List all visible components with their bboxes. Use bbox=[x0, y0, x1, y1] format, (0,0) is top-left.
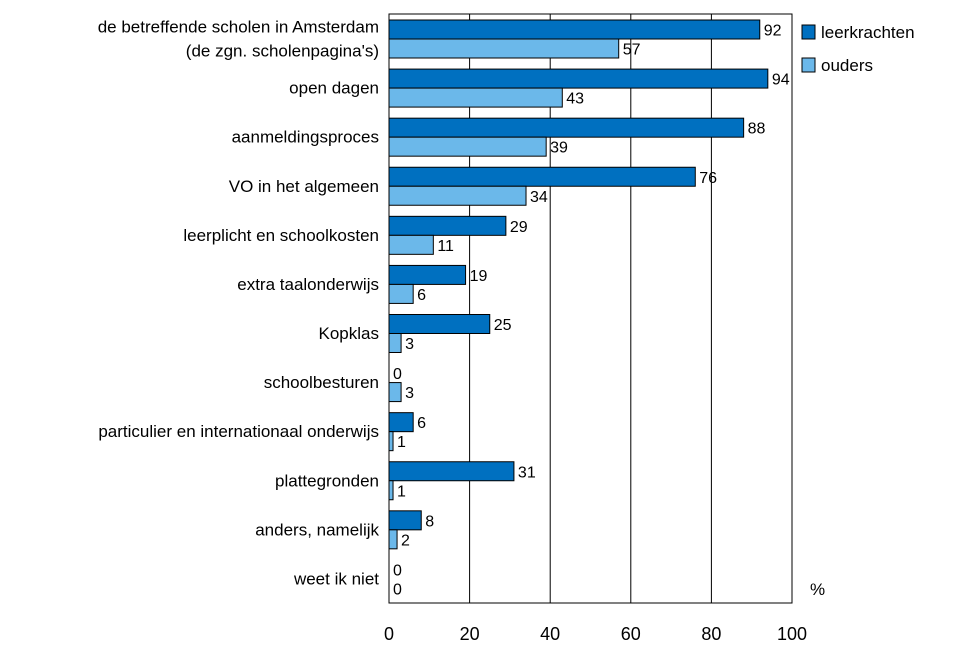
bar-ouders bbox=[388, 382, 402, 403]
value-label: 43 bbox=[566, 91, 584, 108]
value-label: 57 bbox=[623, 42, 641, 59]
bar-ouders bbox=[388, 529, 398, 550]
plot-frame bbox=[388, 13, 793, 604]
value-label: 1 bbox=[397, 434, 406, 451]
value-label: 31 bbox=[518, 464, 536, 481]
category-label: Kopklas bbox=[319, 324, 379, 343]
value-label: 0 bbox=[393, 581, 402, 598]
value-label: 88 bbox=[748, 121, 766, 138]
value-label: 2 bbox=[401, 532, 410, 549]
bar-leerkrachten bbox=[388, 412, 414, 433]
bar-leerkrachten bbox=[388, 510, 422, 531]
bar-leerkrachten bbox=[388, 264, 467, 285]
x-tick-label: 80 bbox=[701, 624, 721, 644]
x-tick-label: 40 bbox=[540, 624, 560, 644]
value-label: 6 bbox=[417, 287, 426, 304]
category-label: extra taalonderwijs bbox=[237, 275, 379, 294]
value-label: 11 bbox=[437, 238, 454, 255]
value-label: 3 bbox=[405, 385, 414, 402]
category-label: (de zgn. scholenpagina's) bbox=[186, 42, 379, 61]
x-tick-label: 0 bbox=[384, 624, 394, 644]
bar-leerkrachten bbox=[388, 166, 696, 187]
legend: leerkrachten ouders bbox=[801, 23, 915, 75]
category-label: VO in het algemeen bbox=[229, 177, 379, 196]
category-label: aanmeldingsproces bbox=[232, 128, 379, 147]
bar-leerkrachten bbox=[388, 314, 491, 334]
bar-ouders bbox=[388, 136, 547, 157]
bar-leerkrachten bbox=[388, 68, 769, 89]
bar-ouders bbox=[388, 283, 414, 304]
value-label: 8 bbox=[425, 513, 434, 530]
gridlines bbox=[469, 14, 712, 603]
x-tick-label: 60 bbox=[621, 624, 641, 644]
value-label: 1 bbox=[397, 483, 406, 500]
value-label: 76 bbox=[699, 170, 717, 187]
value-label: 6 bbox=[417, 415, 426, 432]
category-label: plattegronden bbox=[275, 471, 379, 490]
category-label: leerplicht en schoolkosten bbox=[183, 226, 379, 245]
bar-leerkrachten bbox=[388, 117, 745, 138]
value-label: 34 bbox=[530, 189, 548, 206]
category-label: schoolbesturen bbox=[264, 373, 379, 392]
value-label: 94 bbox=[772, 72, 790, 89]
value-label: 19 bbox=[470, 268, 488, 285]
bar-ouders bbox=[388, 333, 402, 353]
bar-ouders bbox=[388, 234, 434, 255]
bar-ouders bbox=[388, 431, 394, 452]
value-label: 25 bbox=[494, 317, 512, 334]
bar-leerkrachten bbox=[388, 461, 515, 482]
x-tick-labels: 0 20 40 60 80 100 bbox=[384, 624, 807, 644]
category-labels: de betreffende scholen in Amsterdam (de z… bbox=[98, 18, 380, 589]
bars bbox=[388, 19, 769, 550]
legend-label: ouders bbox=[821, 56, 873, 75]
value-label: 92 bbox=[764, 23, 782, 40]
value-label: 29 bbox=[510, 219, 528, 236]
category-label: particulier en internationaal onderwijs bbox=[98, 422, 379, 441]
category-label: open dagen bbox=[289, 79, 379, 98]
category-label: de betreffende scholen in Amsterdam bbox=[98, 18, 379, 37]
bar-ouders bbox=[388, 480, 394, 501]
bar-ouders bbox=[388, 38, 620, 59]
value-label: 39 bbox=[550, 140, 568, 157]
bar-leerkrachten bbox=[388, 215, 507, 236]
unit-label: % bbox=[810, 580, 825, 599]
value-label: 0 bbox=[393, 366, 402, 383]
category-label: weet ik niet bbox=[293, 569, 379, 588]
legend-swatch bbox=[801, 57, 816, 73]
value-label: 3 bbox=[405, 336, 414, 353]
category-label: anders, namelijk bbox=[255, 520, 379, 539]
bar-ouders bbox=[388, 87, 563, 108]
legend-label: leerkrachten bbox=[821, 23, 915, 42]
legend-swatch bbox=[801, 24, 816, 40]
bar-ouders bbox=[388, 185, 527, 206]
bar-leerkrachten bbox=[388, 19, 761, 40]
x-tick-label: 20 bbox=[460, 624, 480, 644]
value-label: 0 bbox=[393, 562, 402, 579]
x-tick-label: 100 bbox=[777, 624, 807, 644]
